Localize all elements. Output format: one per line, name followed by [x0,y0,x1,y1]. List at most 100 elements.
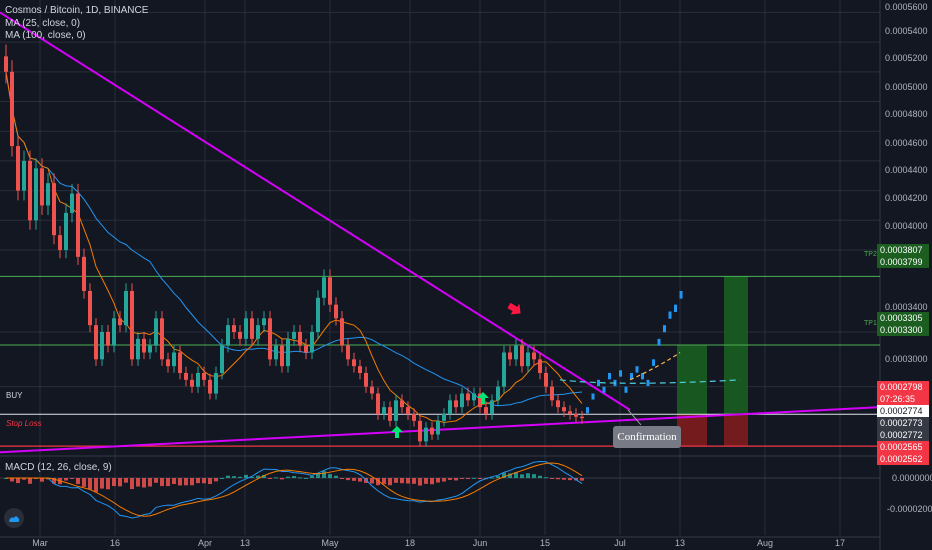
macd-hist-bar [130,478,134,490]
macd-tick-label: -0.0000200 [887,504,932,514]
price-tag-text: 0.0003799 [880,257,923,267]
macd-hist-bar [166,478,170,487]
confirmation-pointer [627,409,642,426]
candle-body [418,420,422,442]
macd-hist-bar [190,478,194,486]
time-tick-label: Jun [473,538,488,548]
time-tick-label: Mar [32,538,48,548]
macd-hist-bar [226,475,230,478]
macd-hist-bar [370,478,374,484]
candle-body [142,338,146,353]
price-tag-bg [877,312,929,324]
macd-hist-bar [400,478,404,484]
macd-hist-bar [250,476,254,478]
macd-hist-bar [472,477,476,479]
time-tick-label: 13 [675,538,685,548]
candle-body [58,235,62,250]
price-tag-bg [877,405,929,417]
macd-hist-bar [538,475,542,478]
macd-hist-bar [106,478,110,490]
macd-hist-bar [88,478,92,490]
macd-hist-bar [376,478,380,486]
projection-bar [619,370,622,377]
candle-body [562,407,566,412]
ma25-series [5,71,583,424]
candle-body [40,168,44,206]
candle-body [346,345,350,360]
macd-hist-bar [562,478,566,480]
candle-body [532,352,536,360]
projection-bar [586,407,589,414]
macd-hist-bar [532,474,536,478]
macd-hist-bar [112,478,116,487]
candle-body [184,373,188,380]
price-tick-label: 0.0004600 [885,138,928,148]
projection-bar [624,386,628,393]
symbol-title: Cosmos / Bitcoin, 1D, BINANCE [5,5,149,16]
buy-arrow-1-icon [391,426,403,438]
macd-hist-bar [460,478,464,479]
sell-arrow-icon [507,302,521,315]
price-tag-bg [877,381,929,393]
price-tag-text: 0.0003300 [880,325,923,335]
candle-body [580,416,584,419]
macd-hist-bar [412,478,416,484]
macd-hist-bar [322,471,326,478]
price-tag-bg [877,417,929,429]
price-axis: 0.0005600 0.0005400 0.0005200 0.0005000 0.00… [885,2,932,514]
candle-body [274,345,278,360]
candle-body [10,71,14,147]
sl-zone-2 [724,414,748,447]
macd-legend: MACD (12, 26, close, 9) [5,462,112,473]
macd-hist-bar [184,478,188,486]
candle-body [310,332,314,353]
projection-bar [635,366,639,373]
candle-body [472,393,476,401]
confirmation-callout: Confirmation [613,426,681,448]
macd-hist-bar [466,478,470,480]
macd-hist-bar [10,478,14,482]
candle-body [436,420,440,435]
candle-body [502,352,506,387]
projection-bar [591,393,595,400]
ma100-line [5,71,583,407]
macd-hist-bar [28,478,32,484]
tradingview-logo-icon[interactable] [4,508,24,528]
macd-hist-bar [118,478,122,487]
candle-body [112,318,116,346]
candle-body [100,332,104,360]
price-tick-label: 0.0004400 [885,165,928,175]
time-tick-label: 13 [240,538,250,548]
macd-hist-bar [232,476,236,478]
candle-body [166,359,170,367]
candle-body [352,359,356,367]
candle-body [232,325,236,332]
candle-body [22,160,26,191]
time-tick-label: 15 [540,538,550,548]
buy-arrow-2-icon [477,392,489,404]
price-tag-bg [877,393,929,405]
price-tag-bg [877,244,929,256]
candle-body [118,318,122,326]
macd-hist-bar [82,478,86,487]
macd-hist-bar [292,476,296,478]
macd-hist-bar [220,478,224,479]
candle-body [376,393,380,414]
candle-body [514,345,518,360]
candle-body [130,291,134,360]
price-tick-label: 0.0003400 [885,302,928,312]
macd-hist-bar [436,478,440,483]
projection-bar [657,338,661,346]
candle-body [160,318,164,360]
candle-body [124,291,128,326]
price-tick-label: 0.0005000 [885,82,928,92]
candle-body [370,386,374,394]
candle-body [244,318,248,339]
signal-line [6,462,583,517]
macd-hist-bar [496,476,500,478]
macd-hist-bar [580,478,584,481]
price-tag-text: 0.0003305 [880,313,923,323]
price-tick-label: 0.0005600 [885,2,928,12]
candle-body [4,56,8,72]
